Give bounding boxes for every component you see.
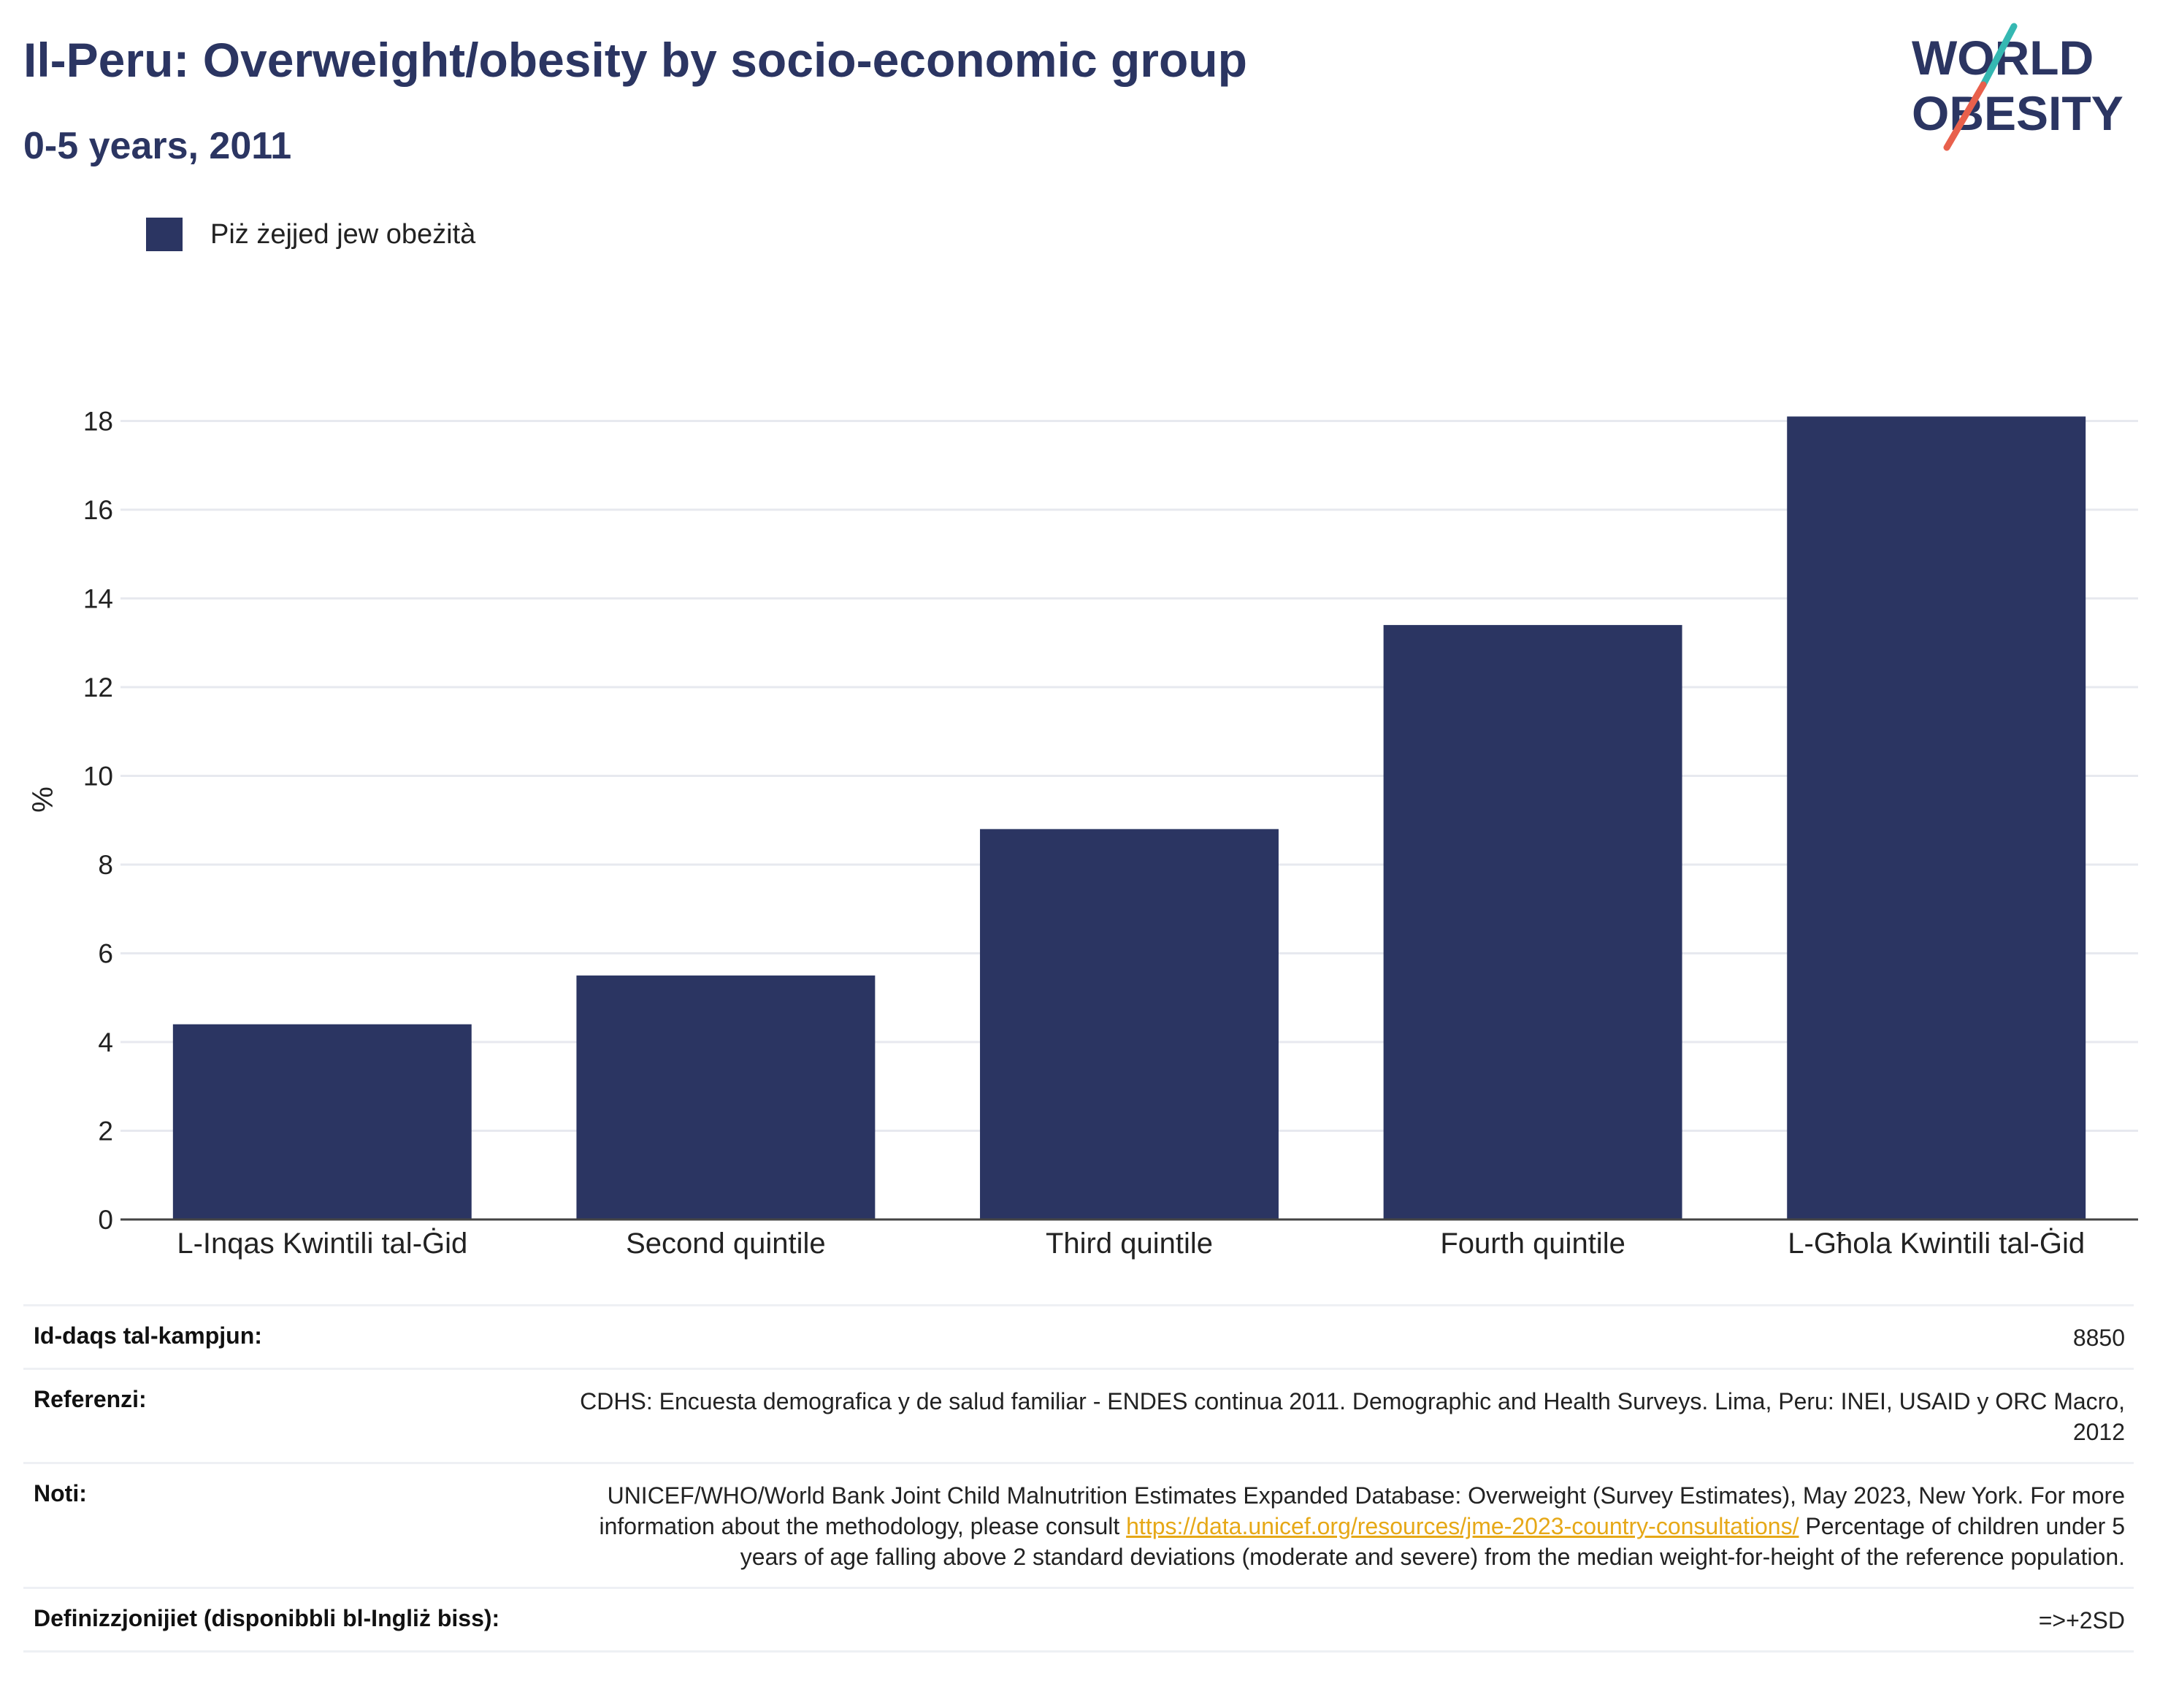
legend-swatch [146, 218, 183, 251]
meta-row-definitions: Definizzjonijiet (disponibbli bl-Ingliż … [23, 1587, 2134, 1653]
x-tick-label: L-Inqas Kwintili tal-Ġid [177, 1227, 467, 1260]
axes: 0 2 4 6 8 10 12 14 16 18 L-Inqas Kwintili tal-Ġid S… [27, 406, 2138, 1260]
legend-label: Piż żejjed jew obeżità [210, 218, 476, 250]
bar[interactable] [1383, 624, 1682, 1219]
logo-text-obesity: OBESITY [1912, 86, 2123, 140]
y-tick-label: 4 [98, 1027, 113, 1057]
logo-text-world: WORLD [1912, 31, 2094, 85]
x-tick-label: Third quintile [1046, 1228, 1213, 1260]
metadata-table: Id-daqs tal-kampjun: 8850 Referenzi: CDH… [23, 1304, 2134, 1653]
notes-link[interactable]: https://data.unicef.org/resources/jme-20… [1126, 1513, 1799, 1539]
bar-chart: 0 2 4 6 8 10 12 14 16 18 L-Inqas Kwintili tal-Ġid S… [27, 406, 2138, 1260]
meta-value-sample-size: 8850 [2072, 1325, 2125, 1351]
y-tick-label: 18 [83, 406, 113, 436]
x-tick-label: L-Għola Kwintili tal-Ġid [1788, 1227, 2085, 1260]
y-tick-label: 12 [83, 673, 113, 702]
page-title: Il-Peru: Overweight/obesity by socio-eco… [23, 33, 1247, 87]
y-tick-label: 6 [98, 938, 113, 968]
chart-legend[interactable]: Piż żejjed jew obeżità [146, 218, 475, 251]
notes-text-after: Percentage of children under 5 years of … [740, 1513, 2125, 1570]
meta-label-sample-size: Id-daqs tal-kampjun: [34, 1322, 262, 1349]
y-tick-label: 8 [98, 850, 113, 880]
meta-row-notes: Noti: UNICEF/WHO/World Bank Joint Child … [23, 1462, 2134, 1587]
bar[interactable] [576, 975, 876, 1219]
meta-value-notes: UNICEF/WHO/World Bank Joint Child Malnut… [570, 1480, 2125, 1572]
meta-label-notes: Noti: [34, 1480, 87, 1506]
x-tick-label: Second quintile [626, 1228, 826, 1260]
y-tick-label: 0 [98, 1205, 113, 1235]
bar[interactable] [980, 829, 1279, 1219]
page-subtitle: 0-5 years, 2011 [23, 125, 292, 167]
logo-slash-coral [1943, 81, 1987, 151]
notes-text-before: UNICEF/WHO/World Bank Joint Child Malnut… [599, 1482, 2125, 1539]
meta-value-references: CDHS: Encuesta demografica y de salud fa… [580, 1388, 2125, 1445]
meta-row-references: Referenzi: CDHS: Encuesta demografica y … [23, 1368, 2134, 1462]
meta-row-sample-size: Id-daqs tal-kampjun: 8850 [23, 1304, 2134, 1368]
meta-value-definitions: =>+2SD [2038, 1607, 2125, 1634]
y-tick-label: 10 [83, 761, 113, 791]
logo-slash-teal [1980, 23, 2018, 88]
world-obesity-logo: WORLD OBESITY [1912, 23, 2123, 151]
meta-label-references: Referenzi: [34, 1386, 147, 1412]
y-tick-label: 2 [98, 1116, 113, 1146]
y-axis-label: % [27, 786, 59, 813]
bars [172, 416, 2086, 1219]
y-tick-label: 16 [83, 495, 113, 525]
x-tick-label: Fourth quintile [1440, 1228, 1625, 1260]
y-tick-label: 14 [83, 583, 113, 613]
meta-label-definitions: Definizzjonijiet (disponibbli bl-Ingliż … [34, 1605, 500, 1631]
bar[interactable] [172, 1024, 472, 1219]
bar[interactable] [1787, 416, 2086, 1219]
